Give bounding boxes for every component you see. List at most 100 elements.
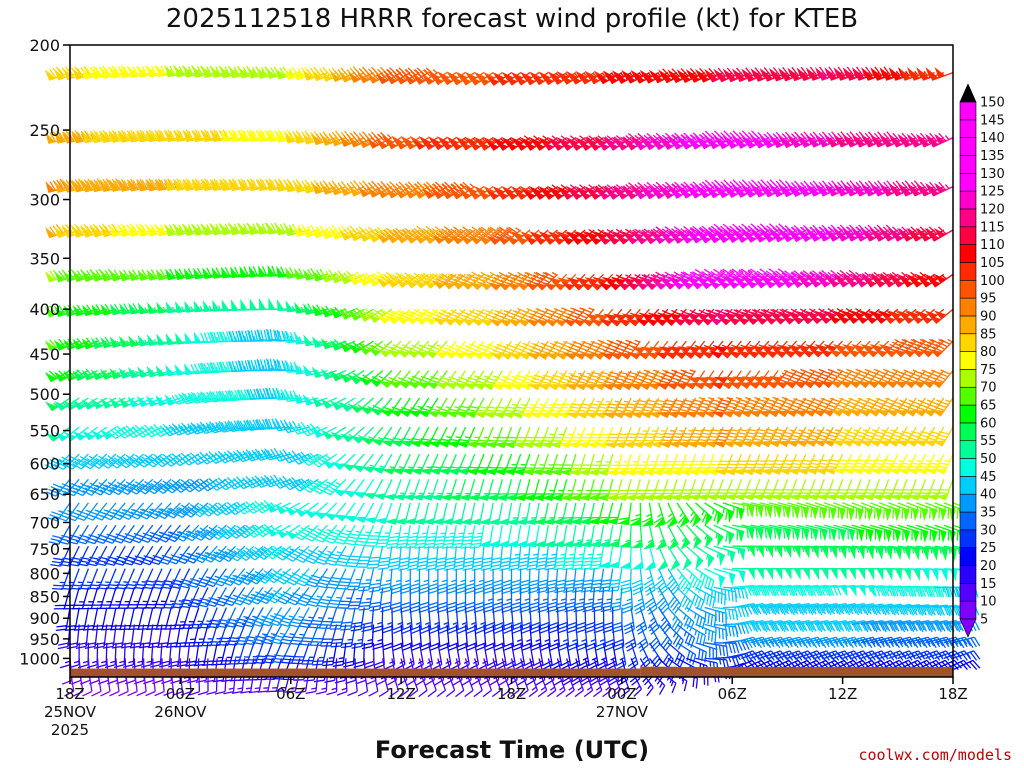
wind-barb — [549, 397, 568, 419]
wind-barb — [934, 397, 954, 417]
wind-barb-pennant — [266, 222, 276, 235]
wind-barb-pennant — [561, 318, 576, 327]
wind-barb-pennant — [423, 350, 438, 359]
wind-barb-pennant — [682, 557, 692, 571]
colorbar-swatch — [959, 208, 977, 228]
wind-barb — [527, 568, 540, 594]
wind-barb-pennant — [699, 345, 719, 359]
wind-barb — [667, 587, 682, 614]
wind-barb — [814, 603, 842, 616]
wind-barb — [760, 426, 779, 447]
wind-barb-pennant — [434, 382, 448, 390]
wind-barb — [279, 624, 301, 645]
wind-barb — [613, 624, 625, 651]
wind-barb — [833, 603, 861, 616]
wind-barb — [557, 607, 569, 634]
wind-barb — [932, 338, 954, 358]
wind-barb-pennant — [100, 368, 112, 380]
wind-barb-pennant — [331, 488, 346, 497]
wind-barb-pennant — [398, 440, 413, 447]
wind-barb — [538, 340, 559, 360]
wind-barb — [112, 545, 135, 566]
wind-barb-pennant — [156, 65, 166, 77]
wind-barb-pennant — [82, 131, 92, 144]
wind-barb-pennant — [416, 411, 431, 418]
wind-barb — [787, 603, 815, 616]
wind-barb — [906, 397, 926, 417]
wind-barb-pennant — [387, 380, 401, 389]
wind-barb-pennant — [45, 132, 56, 144]
wind-barb — [778, 620, 806, 633]
wind-barb-pennant — [45, 69, 56, 81]
wind-barb-pennant — [119, 303, 129, 315]
wind-barb-pennant — [599, 352, 614, 360]
wind-barb-pennant — [450, 280, 464, 290]
wind-barb-pennant — [532, 231, 552, 245]
wind-barb — [537, 587, 549, 613]
colorbar-label: 55 — [980, 434, 997, 449]
wind-barb-pennant — [597, 561, 611, 569]
wind-barb-pennant — [424, 382, 439, 390]
wind-barb — [200, 624, 218, 647]
wind-barb-pennant — [184, 332, 193, 344]
wind-barb — [189, 607, 209, 629]
wind-barb — [186, 568, 209, 589]
wind-barb-pennant — [72, 270, 84, 282]
wind-barb — [372, 624, 384, 651]
wind-barb-pennant — [922, 547, 930, 561]
y-tick-label: 800 — [29, 564, 60, 583]
wind-barb — [492, 568, 503, 595]
wind-barb-pennant — [357, 72, 370, 84]
wind-barb-pennant — [247, 66, 258, 79]
wind-barb-pennant — [894, 529, 901, 543]
wind-barb — [350, 607, 365, 632]
wind-barb-pennant — [302, 69, 314, 81]
wind-barb — [815, 426, 834, 447]
wind-barb — [323, 524, 347, 544]
x-tick-label: 2025 — [51, 721, 89, 739]
wind-barb — [483, 340, 503, 360]
colorbar-label: 25 — [980, 541, 997, 556]
wind-barb — [503, 397, 522, 419]
wind-barb — [528, 587, 540, 613]
colorbar-swatch — [959, 476, 977, 495]
wind-barb-pennant — [625, 276, 644, 291]
wind-barb — [860, 585, 888, 597]
wind-barb-pennant — [220, 266, 230, 279]
wind-barb — [933, 369, 954, 388]
wind-barb-pennant — [284, 180, 295, 193]
wind-barb-pennant — [515, 318, 530, 327]
wind-barb — [654, 568, 668, 596]
wind-barb — [445, 273, 466, 290]
wind-barb-pennant — [588, 277, 608, 291]
wind-barb-pennant — [856, 380, 870, 389]
wind-barb — [833, 620, 861, 633]
wind-barb-pennant — [847, 409, 862, 417]
wind-barb-pennant — [311, 396, 323, 408]
wind-barb — [537, 271, 558, 291]
wind-barb-pennant — [644, 560, 656, 571]
wind-barb-pennant — [275, 67, 286, 80]
wind-barb — [208, 420, 236, 434]
wind-barb — [685, 568, 704, 593]
wind-barb — [925, 604, 952, 617]
wind-barb — [576, 624, 588, 651]
wind-barb-pennant — [608, 352, 623, 360]
wind-barb — [162, 453, 190, 467]
wind-barb-pennant — [801, 380, 815, 389]
wind-barb-pennant — [720, 411, 734, 418]
wind-barb — [262, 642, 283, 664]
wind-barb — [310, 624, 329, 647]
x-tick-label: 26NOV — [154, 703, 207, 721]
wind-barb — [407, 225, 430, 244]
wind-barb-pennant — [449, 517, 463, 525]
wind-barb-pennant — [699, 312, 718, 326]
wind-barb — [695, 586, 716, 609]
wind-barb-pennant — [673, 383, 688, 390]
wind-barb-pennant — [311, 304, 323, 316]
wind-barb — [787, 397, 807, 417]
wind-barb-pennant — [137, 302, 148, 315]
wind-barb-pennant — [940, 548, 948, 561]
wind-barb-pennant — [902, 380, 916, 389]
wind-barb-pennant — [746, 376, 765, 389]
